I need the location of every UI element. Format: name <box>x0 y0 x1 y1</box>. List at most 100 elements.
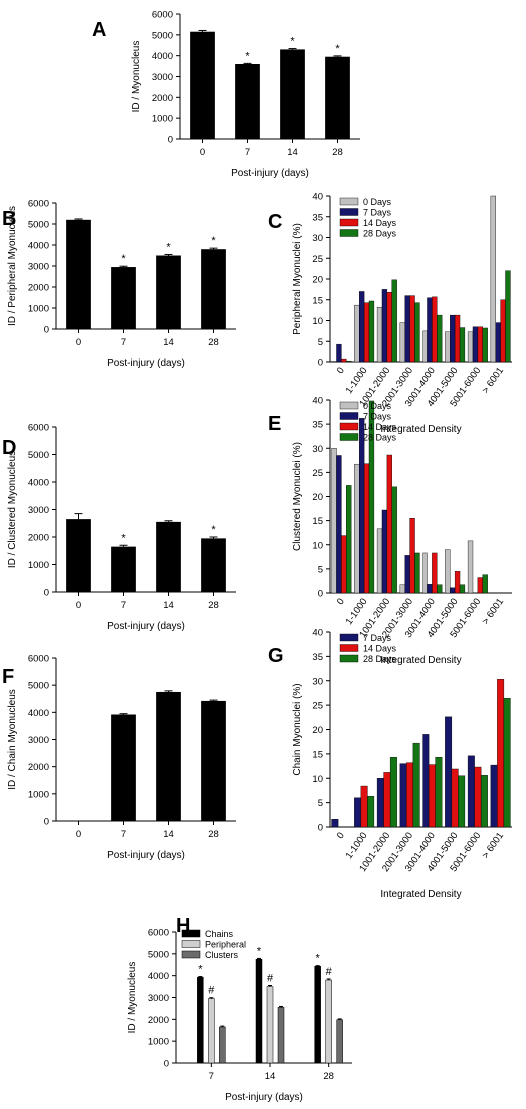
y-tick-label: 0 <box>44 588 49 599</box>
bar <box>445 331 451 363</box>
bar <box>435 757 443 828</box>
legend-swatch <box>181 950 201 959</box>
x-tick-label: 7 <box>121 337 126 348</box>
x-tick-label: 7 <box>245 147 250 158</box>
x-axis-title: Post-injury (days) <box>225 1092 303 1103</box>
legend-label: 7 Days <box>363 208 392 218</box>
bar <box>427 297 433 363</box>
y-tick-label: 5 <box>318 564 323 575</box>
x-axis-title: Integrated Density <box>380 655 461 666</box>
bar <box>325 979 332 1064</box>
y-tick-label: 3000 <box>28 262 49 273</box>
panel-d: D 0 1000 2000 3000 4000 5000 6000 ID / Clustered… <box>2 423 236 632</box>
y-axis-title: ID / Myonucleus <box>127 962 138 1034</box>
x-axis-title: Post-injury (days) <box>107 850 185 861</box>
bar <box>472 326 479 363</box>
bar <box>219 1026 226 1064</box>
y-tick-label: 6000 <box>152 10 173 21</box>
y-tick-label: 25 <box>312 254 323 265</box>
x-tick-label: 28 <box>208 337 219 348</box>
y-tick-label: 15 <box>312 295 323 306</box>
legend-swatch <box>339 229 359 237</box>
panel-b: B 0 1000 2000 3000 4000 5000 6000 ID / Periphera… <box>2 199 236 369</box>
bar <box>336 343 342 363</box>
bar <box>201 700 226 821</box>
significance-mark: # <box>267 972 274 984</box>
x-axis-title: Integrated Density <box>380 889 461 900</box>
significance-mark: * <box>198 964 203 976</box>
legend-label: Chains <box>205 929 234 939</box>
y-tick-label: 2000 <box>152 93 173 104</box>
bar <box>376 528 383 594</box>
y-tick-label: 20 <box>312 492 323 503</box>
y-tick-label: 5000 <box>148 949 169 960</box>
bar <box>445 549 451 594</box>
legend-label: 7 Days <box>363 633 392 643</box>
bar <box>497 679 505 828</box>
bar <box>111 714 136 821</box>
bar <box>359 291 365 363</box>
x-tick-label: 0 <box>76 600 81 611</box>
y-tick-label: 0 <box>318 823 323 834</box>
bar <box>359 418 365 594</box>
legend-label: Clusters <box>205 950 239 960</box>
bar <box>383 772 391 828</box>
bar <box>477 577 483 594</box>
y-tick-label: 4000 <box>28 478 49 489</box>
bar <box>156 255 181 329</box>
x-tick-label: 14 <box>163 829 174 840</box>
y-tick-label: 1000 <box>152 114 173 125</box>
bar <box>467 540 474 594</box>
bar <box>451 768 459 828</box>
y-tick-label: 25 <box>312 468 323 479</box>
x-axis-title: Post-injury (days) <box>107 358 185 369</box>
bar <box>66 519 91 592</box>
bar <box>477 326 483 363</box>
bar <box>336 455 342 594</box>
y-tick-label: 20 <box>312 725 323 736</box>
panel-letter: A <box>92 19 106 41</box>
legend-label: 28 Days <box>363 229 397 239</box>
bar <box>482 327 488 363</box>
x-tick-label: > 6001 <box>480 830 506 860</box>
legend-swatch <box>181 929 201 938</box>
y-tick-label: 30 <box>312 676 323 687</box>
bar <box>331 819 339 828</box>
x-tick-label: 7 <box>209 1071 214 1082</box>
bar <box>495 322 501 363</box>
significance-mark: # <box>326 966 333 978</box>
significance-mark: * <box>335 43 340 55</box>
legend-swatch <box>339 644 359 652</box>
y-tick-label: 3000 <box>152 72 173 83</box>
y-tick-label: 5000 <box>28 450 49 461</box>
bar <box>500 299 506 363</box>
x-tick-label: 14 <box>163 600 174 611</box>
bar <box>474 766 482 828</box>
y-tick-label: 4000 <box>148 971 169 982</box>
legend-label: 28 Days <box>363 433 397 443</box>
bar <box>346 485 352 594</box>
y-tick-label: 40 <box>312 396 323 407</box>
y-tick-label: 35 <box>312 652 323 663</box>
bar <box>427 584 433 594</box>
x-tick-label: > 6001 <box>480 596 506 626</box>
bar <box>190 31 215 139</box>
y-tick-label: 5 <box>318 337 323 348</box>
bar <box>368 400 375 594</box>
bar <box>406 762 414 828</box>
y-tick-label: 30 <box>312 233 323 244</box>
y-tick-label: 5000 <box>152 30 173 41</box>
x-tick-label: > 6001 <box>480 365 506 395</box>
legend-swatch <box>339 208 359 216</box>
y-axis-title: Clustered Myonuclei (%) <box>292 442 303 551</box>
bar <box>480 775 488 828</box>
bar <box>399 584 405 594</box>
bar <box>367 796 375 828</box>
significance-mark: * <box>121 253 126 265</box>
bar <box>414 552 420 594</box>
y-tick-label: 1000 <box>28 789 49 800</box>
bar <box>277 1007 285 1064</box>
y-tick-label: 0 <box>44 325 49 336</box>
bar <box>437 314 443 363</box>
